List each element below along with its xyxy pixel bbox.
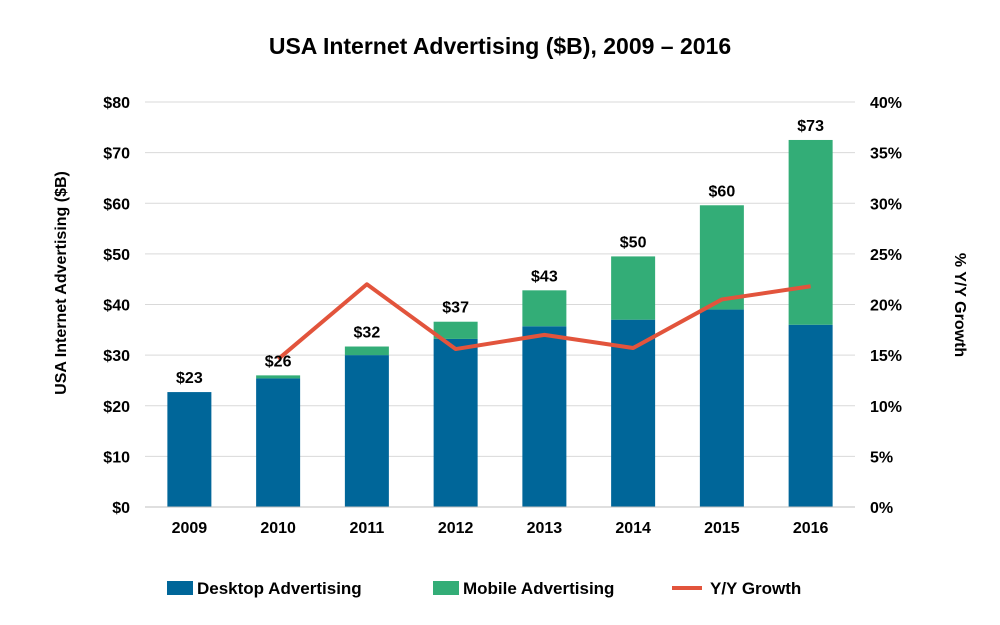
y2-tick-label: 30% (870, 196, 902, 213)
data-label: $26 (265, 353, 292, 370)
y-tick-label: $40 (103, 298, 130, 315)
x-tick-label: 2009 (172, 520, 208, 537)
y-tick-label: $20 (103, 399, 130, 416)
legend-swatch (433, 581, 459, 595)
data-labels: $23 $26 $32 $37 $43 $50 $60 $73 (176, 118, 824, 387)
data-label: $43 (531, 268, 558, 285)
data-label: $73 (797, 118, 824, 135)
desktop-bar (344, 355, 389, 507)
y2-tick-label: 10% (870, 399, 902, 416)
y-tick-label: $50 (103, 247, 130, 264)
data-label: $23 (176, 370, 203, 387)
mobile-bar (699, 205, 744, 310)
desktop-bar (788, 324, 833, 507)
desktop-bar (699, 309, 744, 507)
y-tick-label: $60 (103, 196, 130, 213)
axes: $0 0% $10 5% $20 10% $30 15% $40 20% $50 25% $60 30% $… (103, 95, 902, 537)
y-tick-label: $30 (103, 348, 130, 365)
legend-label: Y/Y Growth (710, 579, 801, 598)
mobile-bar (433, 321, 478, 339)
desktop-bar (433, 338, 478, 507)
growth-line (276, 282, 811, 361)
y-tick-label: $70 (103, 146, 130, 163)
y2-tick-label: 40% (870, 95, 902, 112)
desktop-bar (167, 392, 212, 507)
legend-label: Mobile Advertising (463, 579, 614, 598)
x-tick-label: 2016 (793, 520, 829, 537)
x-tick-label: 2014 (615, 520, 651, 537)
x-tick-label: 2015 (704, 520, 740, 537)
mobile-bar (788, 139, 833, 325)
mobile-bar (522, 290, 567, 327)
desktop-bar (611, 319, 656, 507)
y2-tick-label: 15% (870, 348, 902, 365)
y2-tick-label: 25% (870, 247, 902, 264)
y-axis-label: USA Internet Advertising ($B) (53, 171, 70, 395)
gridlines (145, 101, 855, 457)
mobile-bar (611, 256, 656, 320)
y2-tick-label: 20% (870, 298, 902, 315)
legend-label: Desktop Advertising (197, 579, 362, 598)
legend: Desktop Advertising Mobile Advertising Y/Y… (167, 579, 801, 598)
data-label: $60 (709, 183, 736, 200)
x-tick-label: 2011 (350, 520, 385, 537)
chart-title: USA Internet Advertising ($B), 2009 – 20… (269, 33, 731, 59)
x-tick-label: 2013 (527, 520, 563, 537)
y2-axis-label: % Y/Y Growth (951, 253, 968, 357)
mobile-bar (256, 375, 301, 379)
y-tick-label: $10 (103, 449, 130, 466)
x-tick-label: 2012 (438, 520, 474, 537)
growth-line-layer (276, 282, 811, 361)
data-label: $50 (620, 234, 647, 251)
y2-tick-label: 5% (870, 449, 893, 466)
y2-tick-label: 0% (870, 500, 893, 517)
y-tick-label: $80 (103, 95, 130, 112)
mobile-bar (344, 346, 389, 356)
legend-swatch (167, 581, 193, 595)
y-tick-label: $0 (112, 500, 130, 517)
desktop-bar (256, 378, 301, 507)
y2-tick-label: 35% (870, 146, 902, 163)
bars (167, 139, 833, 507)
desktop-bar (522, 326, 567, 507)
data-label: $37 (442, 300, 469, 317)
x-tick-label: 2010 (260, 520, 296, 537)
data-label: $32 (354, 325, 381, 342)
